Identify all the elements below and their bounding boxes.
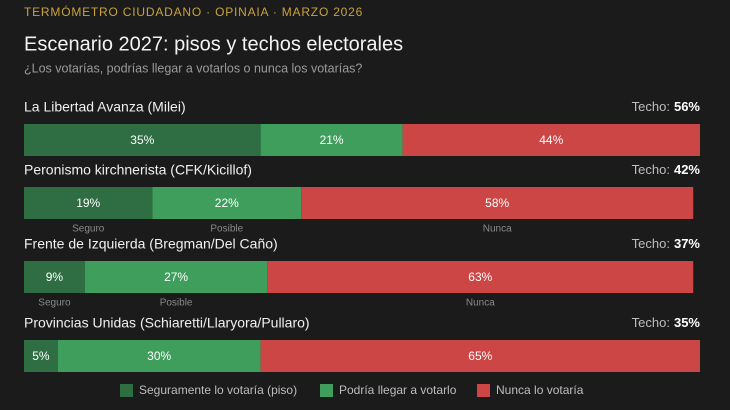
- chart-subtitle: ¿Los votarías, podrías llegar a votarlos…: [24, 61, 362, 75]
- bar-segment: [152, 187, 302, 219]
- category-label: Peronismo kirchnerista (CFK/Kicillof): [24, 162, 252, 178]
- bar-segment: [301, 187, 694, 219]
- bar-segment: [260, 340, 700, 372]
- value-label: 35%: [130, 133, 154, 147]
- segment-caption: Nunca: [466, 298, 495, 309]
- ceiling: Techo: 35%: [632, 315, 701, 330]
- category-label: La Libertad Avanza (Milei): [24, 99, 186, 115]
- category-label: Provincias Unidas (Schiaretti/Llaryora/P…: [24, 315, 310, 331]
- ceiling: Techo: 37%: [632, 236, 701, 251]
- value-label: 63%: [468, 270, 492, 284]
- value-label: 58%: [485, 196, 509, 210]
- ceiling: Techo: 42%: [632, 162, 701, 177]
- bar-segment: [260, 124, 403, 156]
- ceiling-value: 56%: [674, 99, 700, 114]
- ceiling-value: 42%: [674, 162, 700, 177]
- bar-segment: [267, 261, 694, 293]
- value-label: 30%: [147, 349, 171, 363]
- bar-segment: [24, 261, 85, 293]
- legend-swatch: [320, 384, 333, 397]
- value-label: 22%: [215, 196, 239, 210]
- segment-caption: Seguro: [38, 298, 71, 309]
- bar-segment: [24, 340, 58, 372]
- value-label: 9%: [46, 270, 64, 284]
- value-label: 44%: [539, 133, 563, 147]
- value-label: 19%: [76, 196, 100, 210]
- value-label: 27%: [164, 270, 188, 284]
- value-label: 5%: [32, 349, 50, 363]
- legend-label: Podría llegar a votarlo: [339, 383, 457, 397]
- segment-caption: Seguro: [72, 224, 105, 235]
- bar-segment: [84, 261, 268, 293]
- kicker: TERMÓMETRO CIUDADANO · OPINAIA · MARZO 2…: [24, 4, 363, 19]
- value-label: 65%: [468, 349, 492, 363]
- category-label: Frente de Izquierda (Bregman/Del Caño): [24, 236, 278, 252]
- ceiling-label: Techo:: [632, 236, 670, 251]
- legend-label: Seguramente lo votaría (piso): [139, 383, 297, 397]
- legend-label: Nunca lo votaría: [496, 383, 584, 397]
- value-label: 21%: [320, 133, 344, 147]
- ceiling-value: 35%: [674, 315, 700, 330]
- legend-swatch: [120, 384, 133, 397]
- ceiling-value: 37%: [674, 236, 700, 251]
- chart-title: Escenario 2027: pisos y techos electoral…: [24, 33, 403, 55]
- segment-caption: Posible: [160, 298, 193, 309]
- ceiling: Techo: 56%: [632, 99, 701, 114]
- segment-caption: Nunca: [483, 224, 512, 235]
- ceiling-label: Techo:: [632, 315, 670, 330]
- segment-caption: Posible: [210, 224, 243, 235]
- legend-swatch: [477, 384, 490, 397]
- bar-segment: [57, 340, 261, 372]
- bar-segment: [24, 187, 153, 219]
- ceiling-label: Techo:: [632, 162, 670, 177]
- ceiling-label: Techo:: [632, 99, 670, 114]
- bar-segment: [402, 124, 700, 156]
- bar-segment: [24, 124, 261, 156]
